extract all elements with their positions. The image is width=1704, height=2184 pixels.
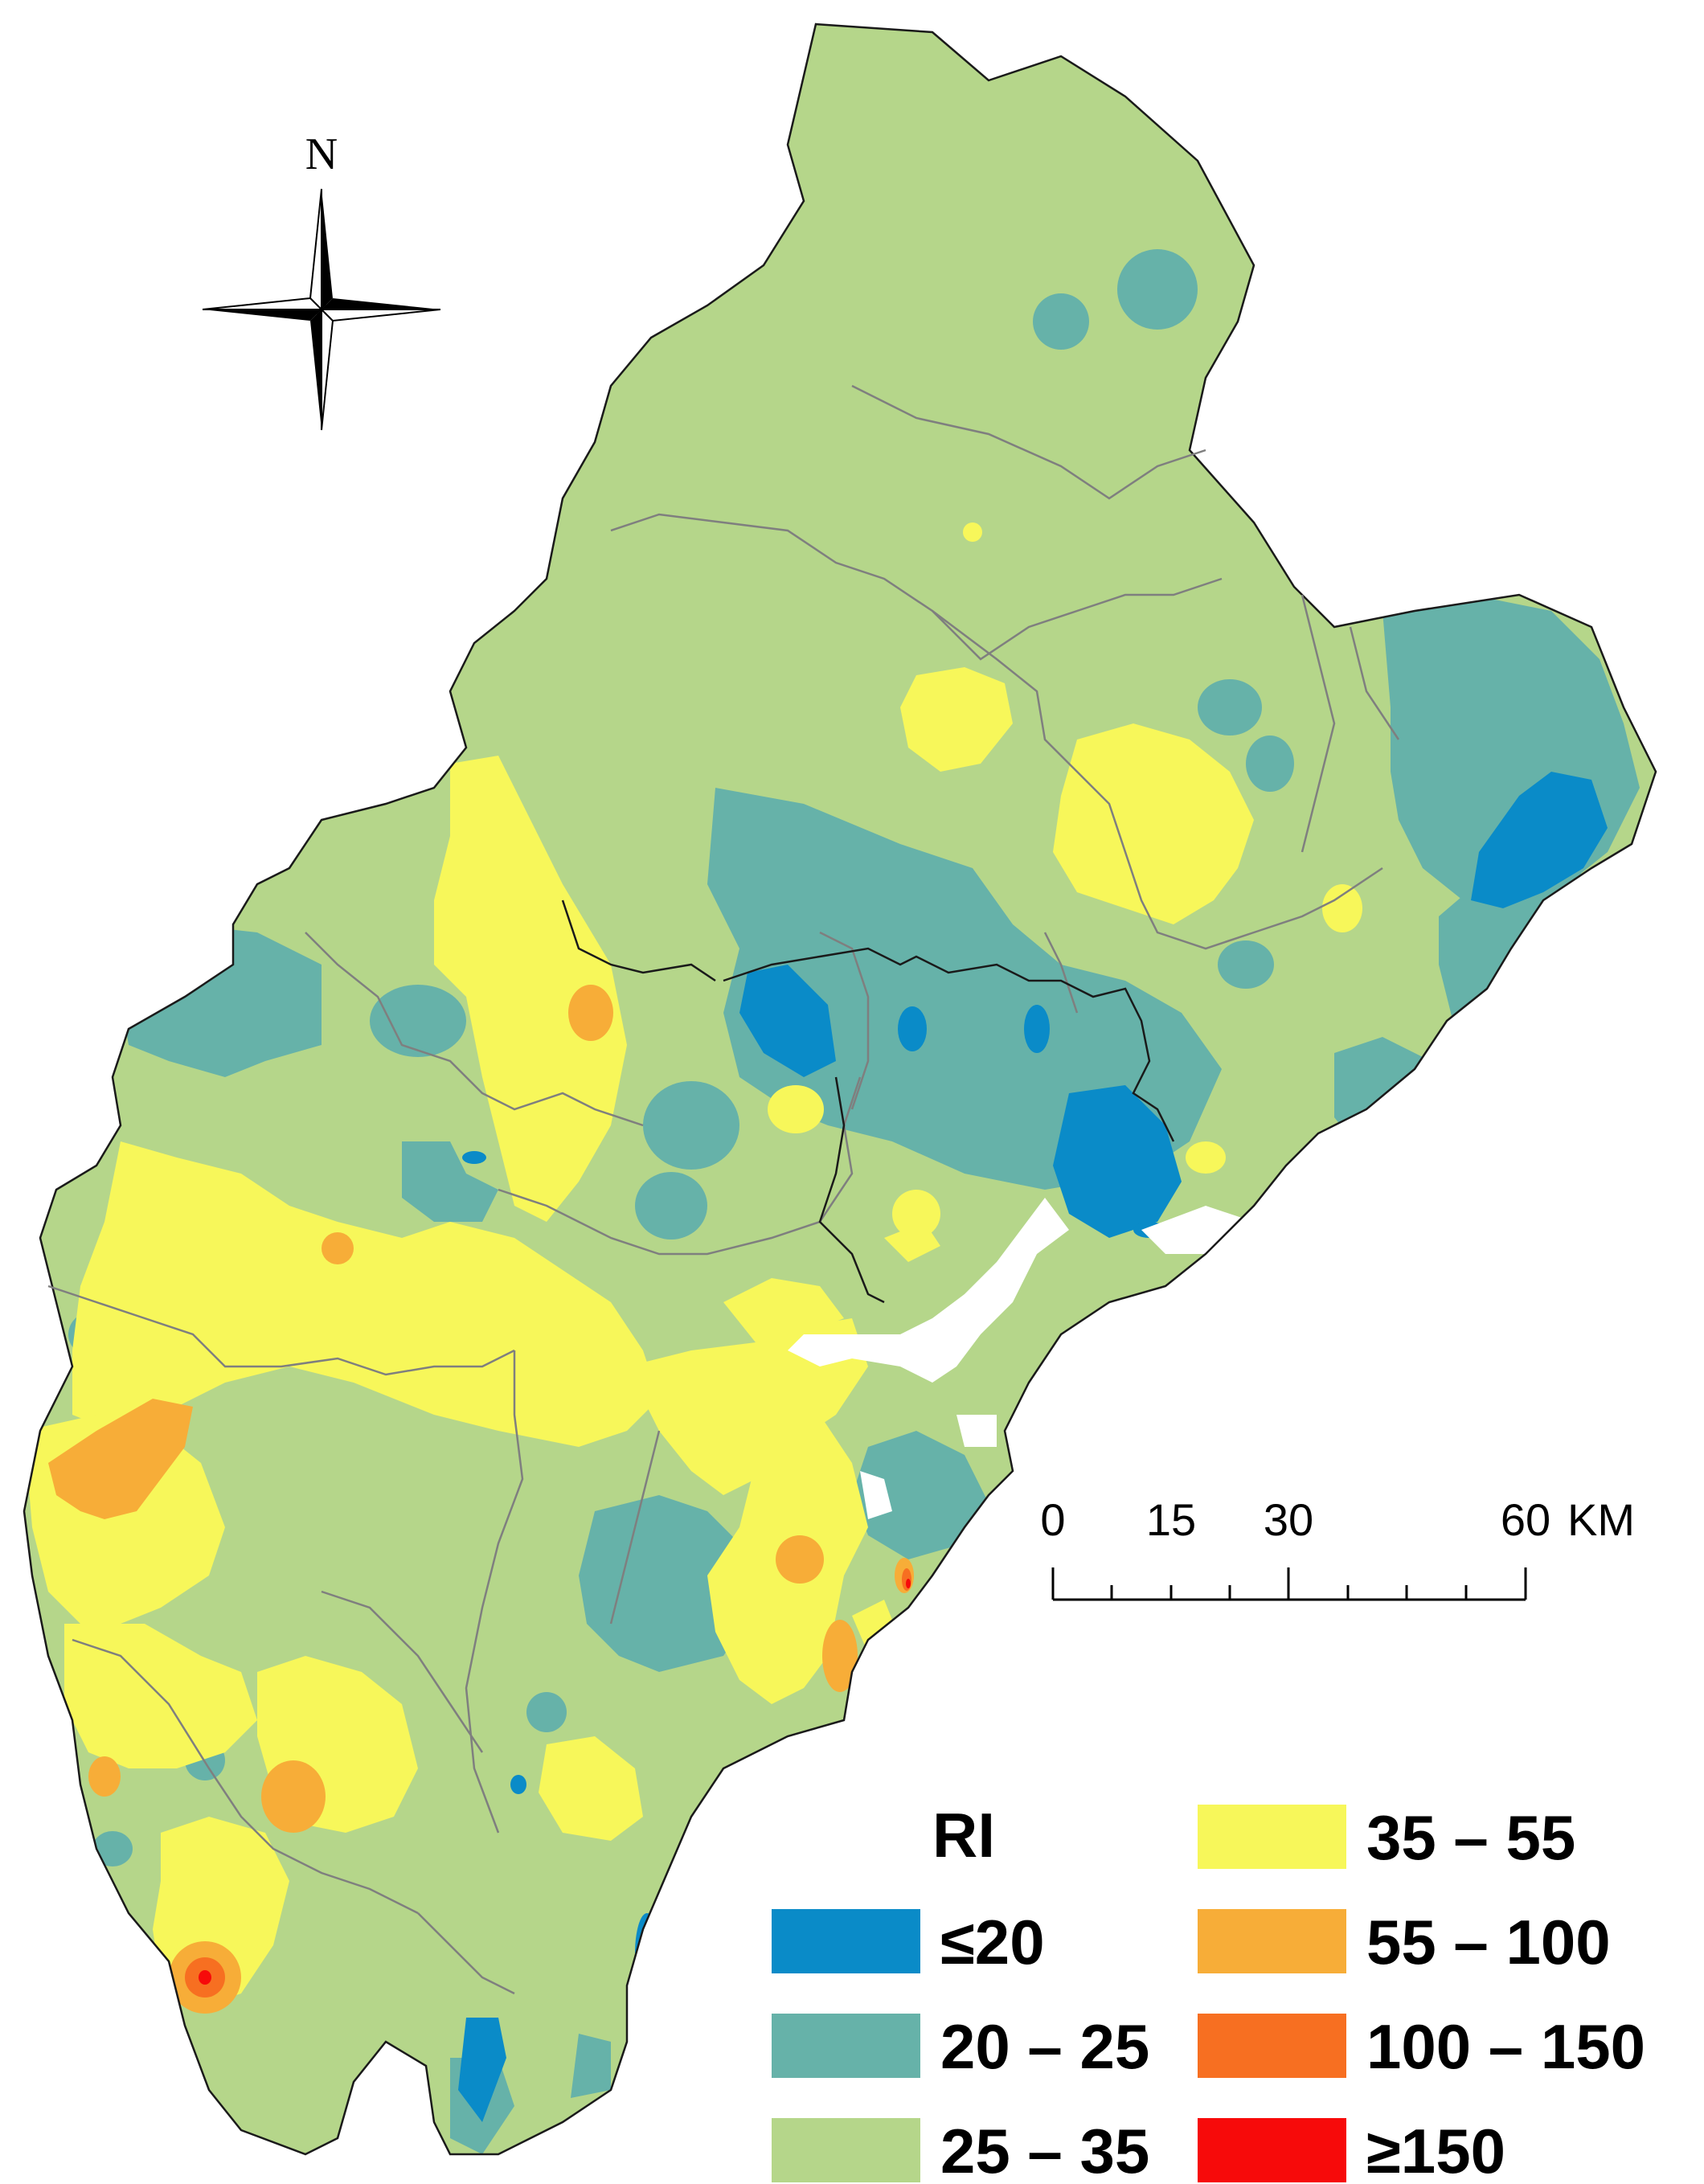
district-boundaries: [561, 899, 1175, 1304]
legend-swatch-ge150: [1198, 2118, 1346, 2182]
legend-label-100-150: 100 – 150: [1366, 2011, 1645, 2082]
legend: RI ≤20 20 – 25 25 – 35 35 – 55 55 – 100 …: [772, 1800, 1645, 2184]
scale-bar: 0 15 30 60 KM: [1040, 1494, 1635, 1601]
legend-label-25-35: 25 – 35: [940, 2116, 1149, 2184]
legend-label-20-25: 20 – 25: [940, 2011, 1149, 2082]
scale-label-0: 0: [1040, 1494, 1065, 1545]
legend-swatch-35-55: [1198, 1805, 1346, 1869]
legend-label-ge150: ≥150: [1366, 2116, 1505, 2184]
scale-label-60: 60: [1501, 1494, 1550, 1545]
legend-swatch-55-100: [1198, 1909, 1346, 1973]
county-boundaries: [47, 384, 1400, 1995]
legend-label-le20: ≤20: [940, 1907, 1045, 1977]
legend-swatch-100-150: [1198, 2014, 1346, 2078]
legend-label-55-100: 55 – 100: [1366, 1907, 1611, 1977]
north-label: N: [305, 129, 338, 179]
scale-label-30: 30: [1264, 1494, 1313, 1545]
legend-swatch-25-35: [772, 2118, 920, 2182]
legend-label-35-55: 35 – 55: [1366, 1802, 1575, 1873]
ri-zone-35-55: [24, 522, 1407, 2010]
legend-swatch-le20: [772, 1909, 920, 1973]
ri-zone-ge150: [199, 1579, 911, 1985]
legend-swatch-20-25: [772, 2014, 920, 2078]
ri-zone-le20: [458, 772, 1608, 2122]
north-arrow: N: [202, 129, 441, 431]
scale-label-15: 15: [1146, 1494, 1196, 1545]
scale-unit: KM: [1567, 1494, 1635, 1545]
legend-title: RI: [932, 1800, 995, 1871]
